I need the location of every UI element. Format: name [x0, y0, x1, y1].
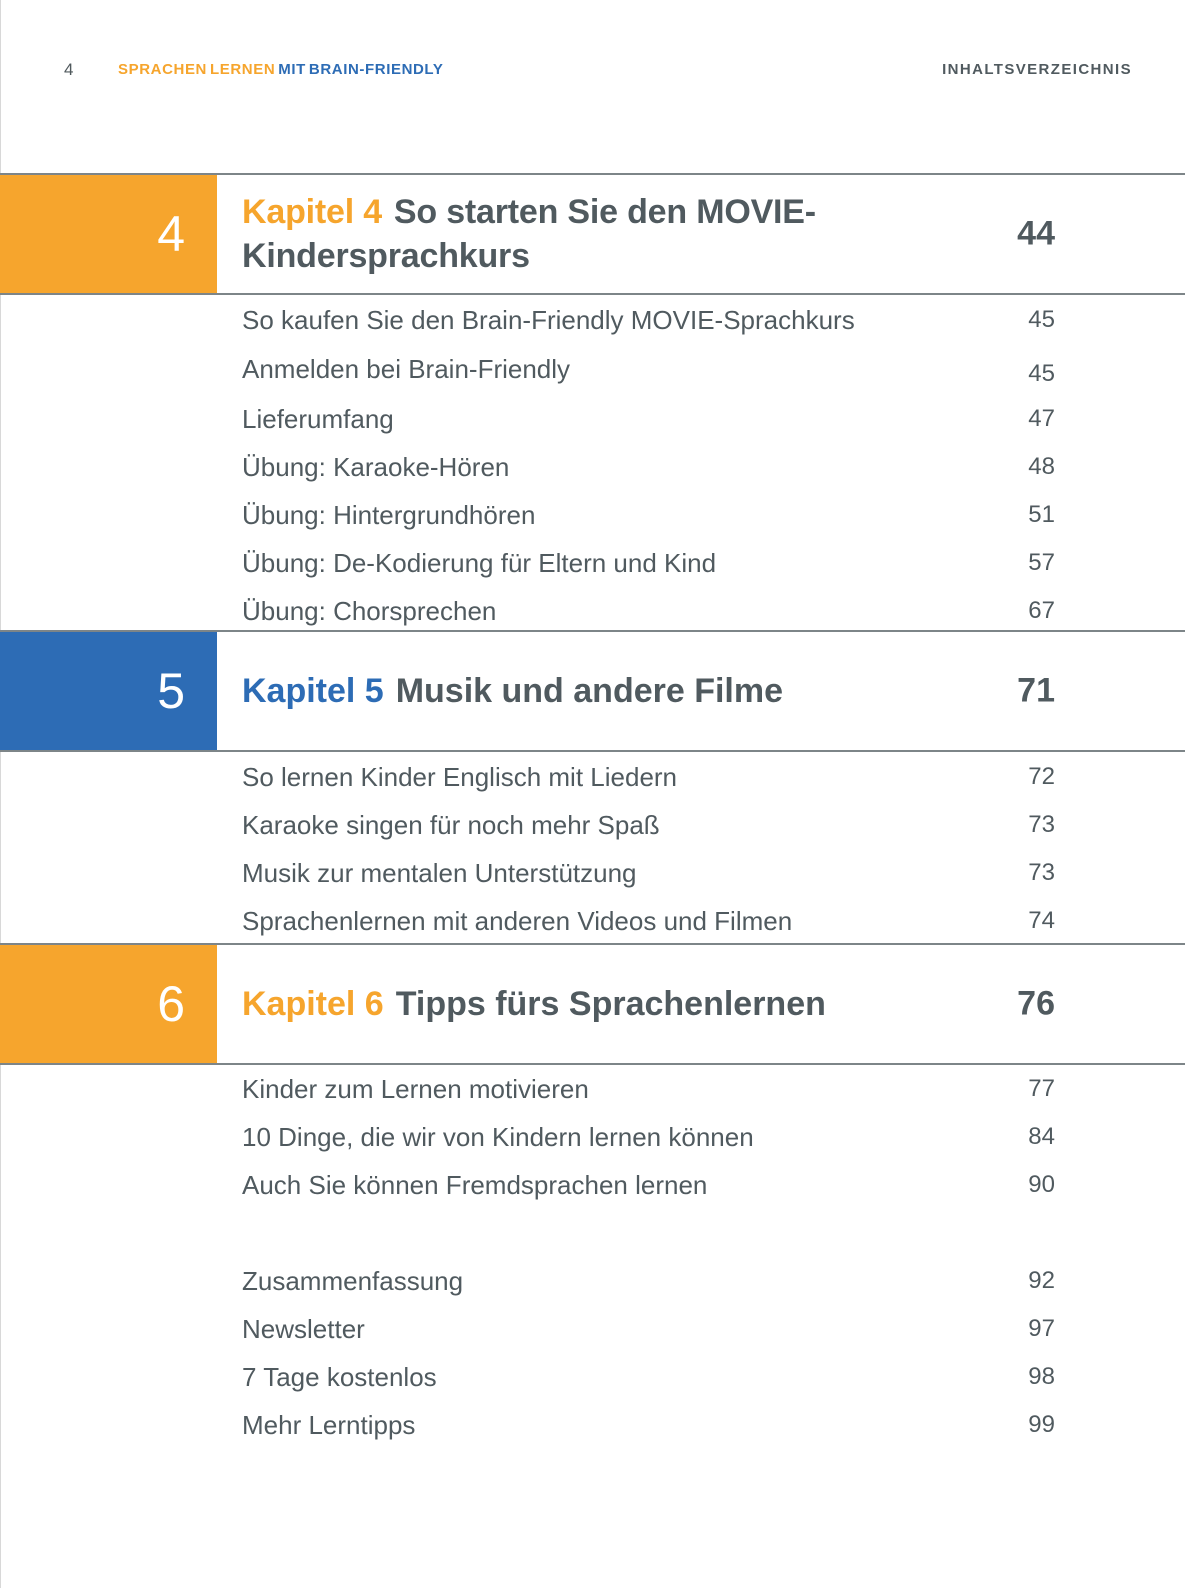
toc-entry-page: 51	[1028, 501, 1055, 528]
chapter-label: Kapitel 5	[242, 672, 384, 710]
chapter-number-box: 5	[0, 632, 217, 750]
toc-entry-page: 47	[1028, 405, 1055, 432]
toc-entry-title: 7 Tage kostenlos	[242, 1362, 437, 1392]
toc-entry-title: Übung: Hintergrundhören	[242, 500, 536, 530]
toc-entry[interactable]: Sprachenlernen mit anderen Videos und Fi…	[242, 904, 1055, 938]
chapter-label: Kapitel 6	[242, 985, 384, 1023]
chapter-title-line1: Musik und andere Filme	[395, 672, 784, 710]
chapter-title: Kapitel 4 So starten Sie den MOVIE- Kinde…	[242, 190, 942, 278]
toc-entry-title: Kinder zum Lernen motivieren	[242, 1074, 589, 1104]
toc-entry-title: So lernen Kinder Englisch mit Liedern	[242, 762, 678, 792]
toc-entry-title: So kaufen Sie den Brain-Friendly MOVIE-S…	[242, 305, 855, 335]
toc-entry-title: Anmelden bei Brain-Friendly	[242, 354, 571, 384]
toc-entry-page: 73	[1028, 811, 1055, 838]
toc-entry[interactable]: Übung: De-Kodierung für Eltern und Kind …	[242, 546, 1055, 580]
toc-entry-title: Musik zur mentalen Unterstützung	[242, 858, 637, 888]
toc-entry[interactable]: Übung: Karaoke-Hören 48	[242, 450, 1055, 484]
section-title: INHALTSVERZEICHNIS	[942, 61, 1132, 78]
chapter-title-line1: Tipps fürs Sprachenlernen	[395, 985, 826, 1023]
page-number: 4	[64, 60, 74, 79]
toc-entry-page: 90	[1028, 1171, 1055, 1198]
toc-entry-title: Übung: Karaoke-Hören	[242, 452, 510, 482]
toc-entry-appendix[interactable]: Zusammenfassung 92	[242, 1264, 1055, 1298]
toc-entry[interactable]: Karaoke singen für noch mehr Spaß 73	[242, 808, 1055, 842]
toc-entry-title: Newsletter	[242, 1314, 365, 1344]
brand-word-mit: MIT	[278, 61, 306, 78]
toc-entry-title: Karaoke singen für noch mehr Spaß	[242, 810, 660, 840]
chapter-number: 5	[157, 663, 185, 719]
toc-entry-page: 92	[1028, 1267, 1055, 1294]
running-header: 4 SPRACHEN LERNEN MIT BRAIN-FRIENDLY INHALT…	[0, 60, 1200, 82]
chapter-5-heading[interactable]: 5 Kapitel 5 Musik und andere Filme 71	[0, 630, 1185, 752]
chapter-label: Kapitel 4	[242, 193, 382, 231]
toc-entry[interactable]: Kinder zum Lernen motivieren 77	[242, 1072, 1055, 1106]
toc-entry-page: 97	[1028, 1315, 1055, 1342]
chapter-6-heading[interactable]: 6 Kapitel 6 Tipps fürs Sprachenlernen 76	[0, 943, 1185, 1065]
toc-entry-appendix[interactable]: Mehr Lerntipps 99	[242, 1408, 1055, 1442]
toc-entry[interactable]: Musik zur mentalen Unterstützung 73	[242, 856, 1055, 890]
chapter-title: Kapitel 6 Tipps fürs Sprachenlernen	[242, 982, 942, 1026]
toc-entry-title: 10 Dinge, die wir von Kindern lernen kön…	[242, 1122, 754, 1152]
toc-entry[interactable]: Anmelden bei Brain-Friendly 45	[242, 352, 1055, 387]
toc-entry-page: 99	[1028, 1411, 1055, 1438]
toc-entry-title: Zusammenfassung	[242, 1266, 464, 1296]
chapter-page: 71	[1017, 671, 1055, 710]
toc-entry-page: 77	[1028, 1075, 1055, 1102]
chapter-title-line2: Kindersprachkurs	[242, 237, 530, 275]
toc-entry[interactable]: So lernen Kinder Englisch mit Liedern 72	[242, 760, 1055, 794]
chapter-number-box: 6	[0, 945, 217, 1063]
toc-entry-page: 73	[1028, 859, 1055, 886]
toc-entry-appendix[interactable]: Newsletter 97	[242, 1312, 1055, 1346]
brand-word-sprachen: SPRACHEN	[118, 61, 207, 78]
brand-word-brain-friendly: BRAIN-FRIENDLY	[308, 61, 444, 78]
toc-entry-page: 72	[1028, 763, 1055, 790]
toc-entry-appendix[interactable]: 7 Tage kostenlos 98	[242, 1360, 1055, 1394]
toc-entry-page: 74	[1028, 907, 1055, 934]
toc-entry-page: 98	[1028, 1363, 1055, 1390]
chapter-page: 76	[1017, 984, 1055, 1023]
brand-word-lernen: LERNEN	[209, 61, 276, 78]
toc-entry-title: Lieferumfang	[242, 404, 394, 434]
toc-entry-page: 57	[1028, 549, 1055, 576]
chapter-number: 6	[157, 976, 185, 1032]
chapter-title-line1: So starten Sie den MOVIE-	[393, 193, 816, 231]
chapter-4-heading[interactable]: 4 Kapitel 4 So starten Sie den MOVIE- Kin…	[0, 173, 1185, 295]
toc-entry-page: 48	[1028, 453, 1055, 480]
chapter-number: 4	[157, 206, 185, 262]
toc-entry-page: 84	[1028, 1123, 1055, 1150]
toc-entry-title: Übung: De-Kodierung für Eltern und Kind	[242, 548, 717, 578]
toc-entry-title: Übung: Chorsprechen	[242, 596, 497, 626]
toc-entry-title: Auch Sie können Fremdsprachen lernen	[242, 1170, 708, 1200]
toc-entry[interactable]: Übung: Hintergrundhören 51	[242, 498, 1055, 532]
toc-entry[interactable]: Übung: Chorsprechen 67	[242, 594, 1055, 628]
toc-entry-page: 45	[1028, 360, 1055, 387]
toc-entry-title: Mehr Lerntipps	[242, 1410, 416, 1440]
chapter-number-box: 4	[0, 175, 217, 293]
toc-entry-title: Sprachenlernen mit anderen Videos und Fi…	[242, 906, 793, 936]
chapter-title: Kapitel 5 Musik und andere Filme	[242, 669, 942, 713]
brand-title: SPRACHEN LERNEN MIT BRAIN-FRIENDLY	[118, 61, 443, 78]
chapter-page: 44	[1017, 214, 1055, 253]
toc-entry[interactable]: So kaufen Sie den Brain-Friendly MOVIE-S…	[242, 303, 1055, 337]
page-edge	[0, 0, 1, 1588]
toc-entry[interactable]: 10 Dinge, die wir von Kindern lernen kön…	[242, 1120, 1055, 1154]
toc-entry[interactable]: Auch Sie können Fremdsprachen lernen 90	[242, 1168, 1055, 1202]
toc-entry-page: 67	[1028, 597, 1055, 624]
toc-entry[interactable]: Lieferumfang 47	[242, 402, 1055, 436]
toc-entry-page: 45	[1028, 306, 1055, 333]
